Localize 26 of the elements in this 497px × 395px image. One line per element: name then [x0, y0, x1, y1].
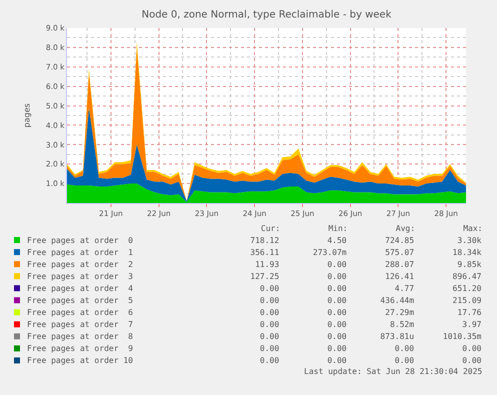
text: Cur: Min: Avg: Max: [232, 224, 482, 233]
legend-label: Free pages at order 9 [27, 344, 134, 353]
legend-label: Free pages at order 5 [27, 296, 134, 305]
legend-label: Free pages at order 3 [27, 272, 134, 281]
legend-label: Free pages at order 6 [27, 308, 134, 317]
chart-title: Node 0, zone Normal, type Reclaimable - by week [142, 10, 392, 20]
text: Last update: Sat Jun 28 21:30:04 2025 [304, 367, 482, 376]
y-axis-title: pages [22, 103, 32, 128]
legend-label: Free pages at order 7 [27, 320, 134, 329]
text: 0.00 0.00 4.77 651.20 [231, 284, 482, 293]
text: 0.00 0.00 27.29m 17.76 [231, 308, 482, 317]
text: 718.12 4.50 724.85 3.30k [231, 236, 482, 245]
text: 356.11 273.07m 575.07 18.34k [231, 248, 482, 257]
text: 0.00 0.00 0.00 0.00 [231, 356, 482, 365]
text: 0.00 0.00 0.00 0.00 [231, 344, 482, 353]
legend-label: Free pages at order 1 [27, 248, 134, 257]
legend-label: Free pages at order 2 [27, 260, 134, 269]
legend-label: Free pages at order 8 [27, 332, 134, 341]
legend-label: Free pages at order 10 [27, 356, 134, 365]
text: 0.00 0.00 8.52m 3.97 [231, 320, 482, 329]
text: 127.25 0.00 126.41 896.47 [231, 272, 482, 281]
legend-label: Free pages at order 4 [27, 284, 134, 293]
legend-label: Free pages at order 0 [27, 236, 134, 245]
text: 0.00 0.00 873.81u 1010.35m [231, 332, 482, 341]
text: 0.00 0.00 436.44m 215.09 [231, 296, 482, 305]
text: 11.93 0.00 288.07 9.85k [231, 260, 482, 269]
